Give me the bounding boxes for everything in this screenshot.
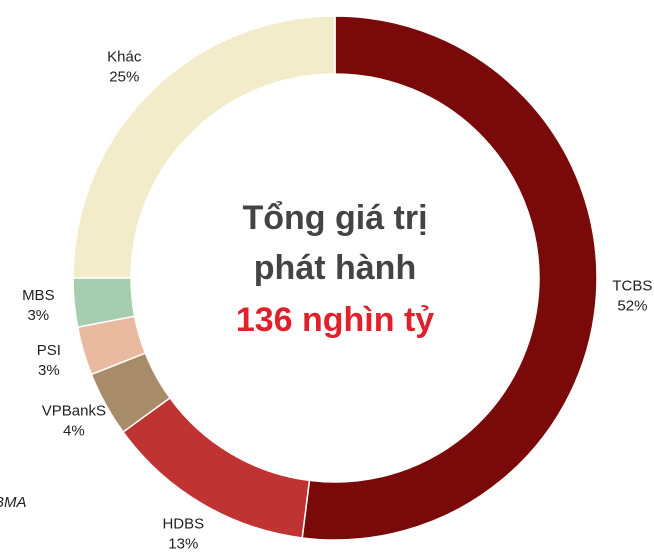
- slice-label: Khác: [107, 48, 142, 65]
- value-label: 3%: [38, 362, 60, 379]
- value-label: 52%: [617, 298, 647, 315]
- value-label: 3%: [27, 307, 49, 324]
- slice-label: MBS: [22, 287, 55, 304]
- value-label: 25%: [109, 68, 139, 85]
- center-text: phát hành: [254, 249, 416, 287]
- source-note: BMA: [0, 494, 27, 511]
- value-label: 13%: [168, 535, 198, 552]
- slice-label: VPBankS: [42, 403, 106, 420]
- slice-label: TCBS: [612, 278, 652, 295]
- donut-slice: [72, 15, 336, 279]
- value-label: 4%: [63, 423, 85, 440]
- center-value: 136 nghìn tỷ: [236, 301, 434, 339]
- center-text: Tổng giá trị: [242, 199, 427, 237]
- slice-label: PSI: [37, 342, 61, 359]
- donut-slice: [121, 396, 311, 539]
- slice-label: HDBS: [162, 515, 204, 532]
- donut-slice: [301, 15, 598, 541]
